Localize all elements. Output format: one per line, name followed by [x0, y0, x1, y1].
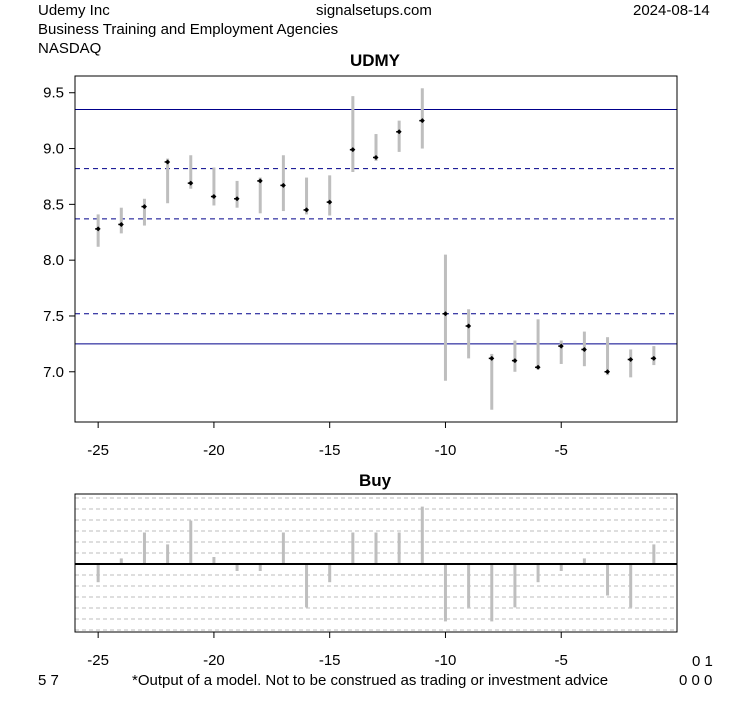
close-marker: [304, 207, 310, 213]
y-tick-label: 7.0: [43, 364, 64, 381]
signal-chart-title: Buy: [359, 471, 392, 490]
close-marker: [373, 154, 379, 160]
x-tick-label: -5: [555, 652, 568, 669]
x-tick-label: -20: [203, 442, 225, 459]
close-marker: [95, 226, 101, 232]
close-marker: [442, 311, 448, 317]
close-marker: [141, 204, 147, 210]
close-marker: [581, 346, 587, 352]
disclaimer-text: *Output of a model. Not to be construed …: [132, 672, 609, 689]
x-tick-label: -15: [319, 652, 341, 669]
price-plot-frame: [74, 75, 678, 423]
x-tick-label: -25: [87, 652, 109, 669]
close-marker: [327, 199, 333, 205]
footer-right-bottom-code: 0 0 0: [679, 672, 713, 689]
close-marker: [165, 159, 171, 165]
y-tick-label: 9.0: [43, 141, 64, 158]
close-marker: [558, 343, 564, 349]
close-marker: [396, 129, 402, 135]
price-x-axis: -25 -20 -15 -10 -5: [87, 422, 568, 459]
close-marker: [628, 356, 634, 362]
y-tick-label: 8.5: [43, 196, 64, 213]
company-name: Udemy Inc: [38, 2, 110, 19]
price-y-axis: 7.0 7.5 8.0 8.5 9.0 9.5: [43, 85, 75, 381]
close-marker: [489, 355, 495, 361]
close-marker: [419, 118, 425, 124]
price-close-markers: [95, 118, 657, 375]
x-tick-label: -5: [555, 442, 568, 459]
close-marker: [651, 355, 657, 361]
footer-left-code: 5 7: [38, 672, 59, 689]
close-marker: [234, 196, 240, 202]
industry-label: Business Training and Employment Agencie…: [38, 21, 339, 38]
signal-bars: [96, 506, 656, 622]
x-tick-label: -15: [319, 442, 341, 459]
close-marker: [466, 323, 472, 329]
signal-plot-frame: [74, 493, 678, 633]
close-marker: [605, 369, 611, 375]
price-band-lines: [75, 108, 677, 345]
x-tick-label: -10: [435, 442, 457, 459]
x-tick-label: -25: [87, 442, 109, 459]
signal-x-axis: -25 -20 -15 -10 -5: [87, 632, 568, 669]
close-marker: [512, 358, 518, 364]
exchange-label: NASDAQ: [38, 40, 102, 57]
close-marker: [257, 178, 263, 184]
close-marker: [188, 180, 194, 186]
report-date: 2024-08-14: [633, 2, 710, 19]
close-marker: [535, 364, 541, 370]
price-range-bars: [96, 88, 656, 410]
close-marker: [280, 182, 286, 188]
close-marker: [211, 194, 217, 200]
y-tick-label: 7.5: [43, 308, 64, 325]
site-name: signalsetups.com: [316, 2, 432, 19]
x-tick-label: -10: [435, 652, 457, 669]
y-tick-label: 8.0: [43, 252, 64, 269]
price-chart-title: UDMY: [350, 51, 401, 70]
y-tick-label: 9.5: [43, 85, 64, 102]
x-tick-label: -20: [203, 652, 225, 669]
close-marker: [118, 221, 124, 227]
footer-right-top-code: 0 1: [692, 653, 713, 670]
close-marker: [350, 147, 356, 153]
